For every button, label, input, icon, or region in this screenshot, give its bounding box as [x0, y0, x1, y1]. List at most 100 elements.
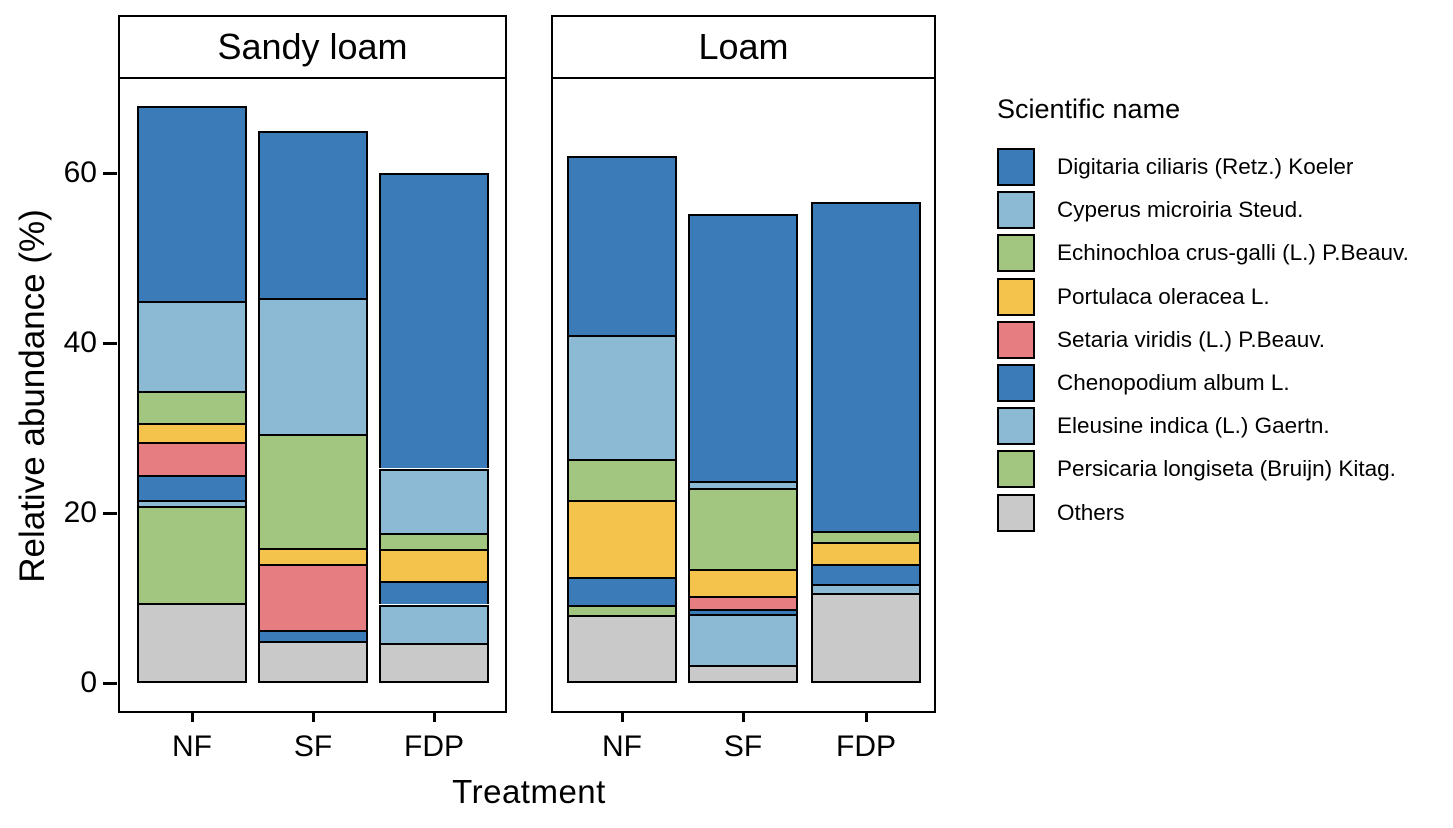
- x-axis-title: Treatment: [452, 773, 606, 810]
- legend-item-label: Eleusine indica (L.) Gaertn.: [1057, 413, 1330, 439]
- bar-segment: [567, 605, 677, 615]
- bar-segment: [258, 563, 368, 630]
- bar-segment: [258, 548, 368, 564]
- bar-segment: [811, 563, 921, 585]
- bar-segment: [567, 577, 677, 606]
- bar-segment: [137, 499, 247, 506]
- facet-strip-sandy-loam: Sandy loam: [118, 15, 507, 79]
- bar-segment: [811, 531, 921, 543]
- legend-swatch-icon: [997, 364, 1035, 402]
- legend-item: Chenopodium album L.: [997, 364, 1453, 402]
- stacked-bar-loam-FDP: [811, 77, 921, 711]
- stacked-bar-sandy-loam-SF: [258, 77, 368, 711]
- bar-segment: [688, 664, 798, 683]
- facet-panel-loam: [551, 79, 936, 713]
- y-tick-mark: [103, 171, 117, 175]
- facet-strip-loam: Loam: [551, 15, 936, 79]
- bar-segment: [258, 131, 368, 298]
- legend-swatch-icon: [997, 450, 1035, 489]
- bar-segment: [688, 214, 798, 482]
- legend-item: Echinochloa crus-galli (L.) P.Beauv.: [997, 234, 1453, 273]
- bar-segment: [258, 641, 368, 683]
- bar-segment: [379, 172, 489, 469]
- bar-segment: [688, 613, 798, 665]
- y-tick-label: 20: [63, 496, 97, 529]
- x-tick-mark: [432, 713, 436, 722]
- legend-swatch-icon: [997, 320, 1035, 359]
- bar-segment: [688, 608, 798, 614]
- legend-title: Scientific name: [997, 94, 1181, 124]
- bar-segment: [258, 630, 368, 642]
- legend-swatch-icon: [997, 234, 1035, 273]
- x-tick-label: FDP: [836, 730, 896, 763]
- y-tick-label: 0: [80, 666, 97, 699]
- bar-segment: [567, 499, 677, 578]
- facet-panel-sandy-loam: [118, 79, 507, 713]
- bar-segment: [258, 433, 368, 549]
- legend-item: Others: [997, 493, 1453, 532]
- legend-item-label: Echinochloa crus-galli (L.) P.Beauv.: [1057, 240, 1409, 266]
- bar-segment: [137, 106, 247, 302]
- y-tick-mark: [103, 341, 117, 345]
- bar-segment: [811, 542, 921, 564]
- y-tick-label: 60: [63, 156, 97, 189]
- legend-item: Setaria viridis (L.) P.Beauv.: [997, 320, 1453, 359]
- legend-item: Cyperus microiria Steud.: [997, 191, 1453, 230]
- legend-item-label: Persicaria longiseta (Bruijn) Kitag.: [1057, 456, 1396, 482]
- x-tick-label: SF: [293, 730, 333, 763]
- legend-item: Eleusine indica (L.) Gaertn.: [997, 407, 1453, 446]
- x-tick-label: NF: [172, 730, 212, 763]
- bar-segment: [811, 584, 921, 594]
- bar-segment: [137, 391, 247, 423]
- bar-segment: [688, 481, 798, 489]
- bar-segment: [811, 201, 921, 532]
- legend-item-label: Setaria viridis (L.) P.Beauv.: [1057, 326, 1326, 352]
- bar-segment: [137, 505, 247, 603]
- stacked-bar-loam-SF: [688, 77, 798, 711]
- bar-segment: [137, 442, 247, 476]
- y-tick-mark: [103, 511, 117, 515]
- bar-segment: [379, 604, 489, 643]
- bar-segment: [379, 549, 489, 581]
- bar-segment: [567, 459, 677, 500]
- bar-segment: [379, 642, 489, 683]
- bar-segment: [137, 602, 247, 683]
- legend-item-label: Cyperus microiria Steud.: [1057, 197, 1304, 223]
- bar-segment: [688, 568, 798, 596]
- legend-item: Portulaca oleracea L.: [997, 277, 1453, 316]
- x-tick-mark: [864, 713, 868, 722]
- bar-segment: [688, 488, 798, 569]
- x-tick-label: FDP: [404, 730, 464, 763]
- bar-segment: [567, 155, 677, 336]
- bar-segment: [379, 533, 489, 550]
- legend-item-label: Portulaca oleracea L.: [1057, 283, 1270, 309]
- x-tick-mark: [620, 713, 624, 722]
- legend-item-label: Digitaria ciliaris (Retz.) Koeler: [1057, 154, 1354, 179]
- legend-swatch-icon: [997, 148, 1035, 186]
- y-tick-label: 40: [63, 326, 97, 359]
- legend-swatch-icon: [997, 493, 1035, 532]
- bar-segment: [137, 475, 247, 500]
- bar-segment: [137, 301, 247, 392]
- y-tick-mark: [103, 681, 117, 685]
- legend-swatch-icon: [997, 407, 1035, 446]
- x-tick-mark: [741, 713, 745, 722]
- legend-swatch-icon: [997, 277, 1035, 316]
- bar-segment: [379, 580, 489, 605]
- legend-swatch-icon: [997, 191, 1035, 230]
- x-tick-label: SF: [723, 730, 763, 763]
- bar-segment: [688, 596, 798, 609]
- x-tick-mark: [311, 713, 315, 722]
- bar-segment: [379, 468, 489, 534]
- bar-segment: [258, 297, 368, 434]
- legend-item: Persicaria longiseta (Bruijn) Kitag.: [997, 450, 1453, 489]
- stacked-bar-loam-NF: [567, 77, 677, 711]
- bar-segment: [137, 422, 247, 443]
- x-tick-mark: [190, 713, 194, 722]
- stacked-bar-sandy-loam-FDP: [379, 77, 489, 711]
- legend-item-label: Others: [1057, 499, 1125, 525]
- bar-segment: [567, 614, 677, 683]
- legend-item-label: Chenopodium album L.: [1057, 370, 1290, 395]
- x-tick-label: NF: [602, 730, 642, 763]
